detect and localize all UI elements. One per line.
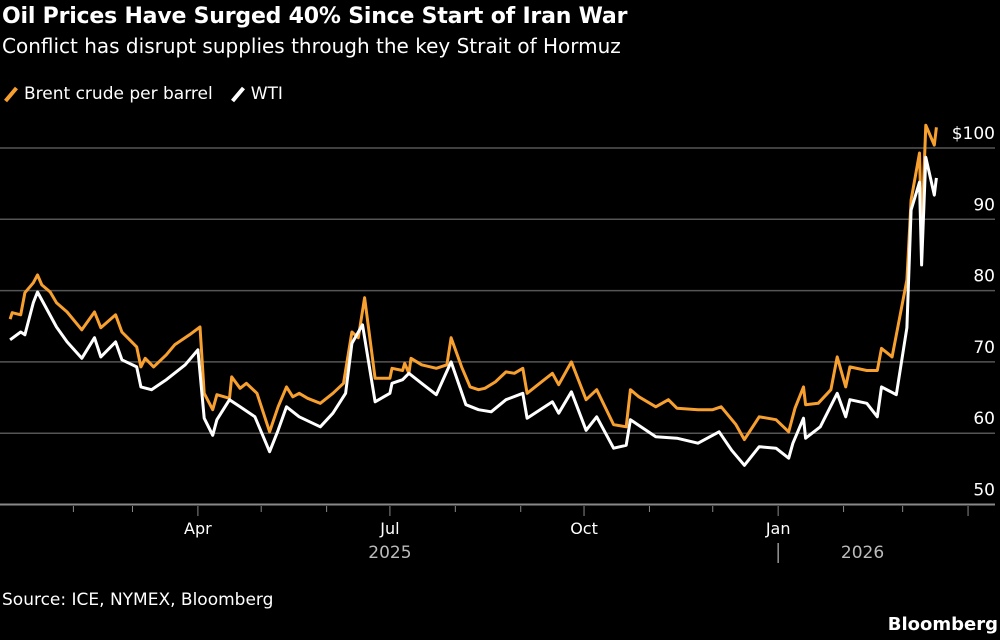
legend-item-wti: WTI — [231, 84, 283, 104]
year-label: 2025 — [368, 543, 411, 563]
x-tick-label: Oct — [570, 519, 598, 538]
legend-item-brent: Brent crude per barrel — [4, 84, 213, 104]
series-line-wti — [9, 155, 938, 467]
legend-label-brent: Brent crude per barrel — [24, 84, 213, 104]
y-tick-label: 90 — [973, 195, 995, 215]
x-tick-label: Jan — [765, 519, 791, 538]
y-tick-label: 50 — [973, 481, 995, 501]
series-line-brent — [8, 123, 938, 442]
y-tick-label: $100 — [952, 124, 995, 144]
source-note: Source: ICE, NYMEX, Bloomberg — [2, 590, 274, 610]
bloomberg-logo: Bloomberg — [887, 614, 998, 635]
x-tick-label: Apr — [184, 519, 212, 538]
y-tick-label: 70 — [973, 338, 995, 358]
chart-title: Oil Prices Have Surged 40% Since Start o… — [2, 4, 628, 29]
year-label: 2026 — [841, 543, 884, 563]
chart-subtitle: Conflict has disrupt supplies through th… — [2, 34, 621, 58]
x-tick-label: Jul — [379, 519, 399, 538]
y-tick-label: 60 — [973, 409, 995, 429]
legend: Brent crude per barrel WTI — [4, 84, 293, 104]
y-tick-label: 80 — [973, 267, 995, 287]
legend-label-wti: WTI — [250, 84, 283, 104]
